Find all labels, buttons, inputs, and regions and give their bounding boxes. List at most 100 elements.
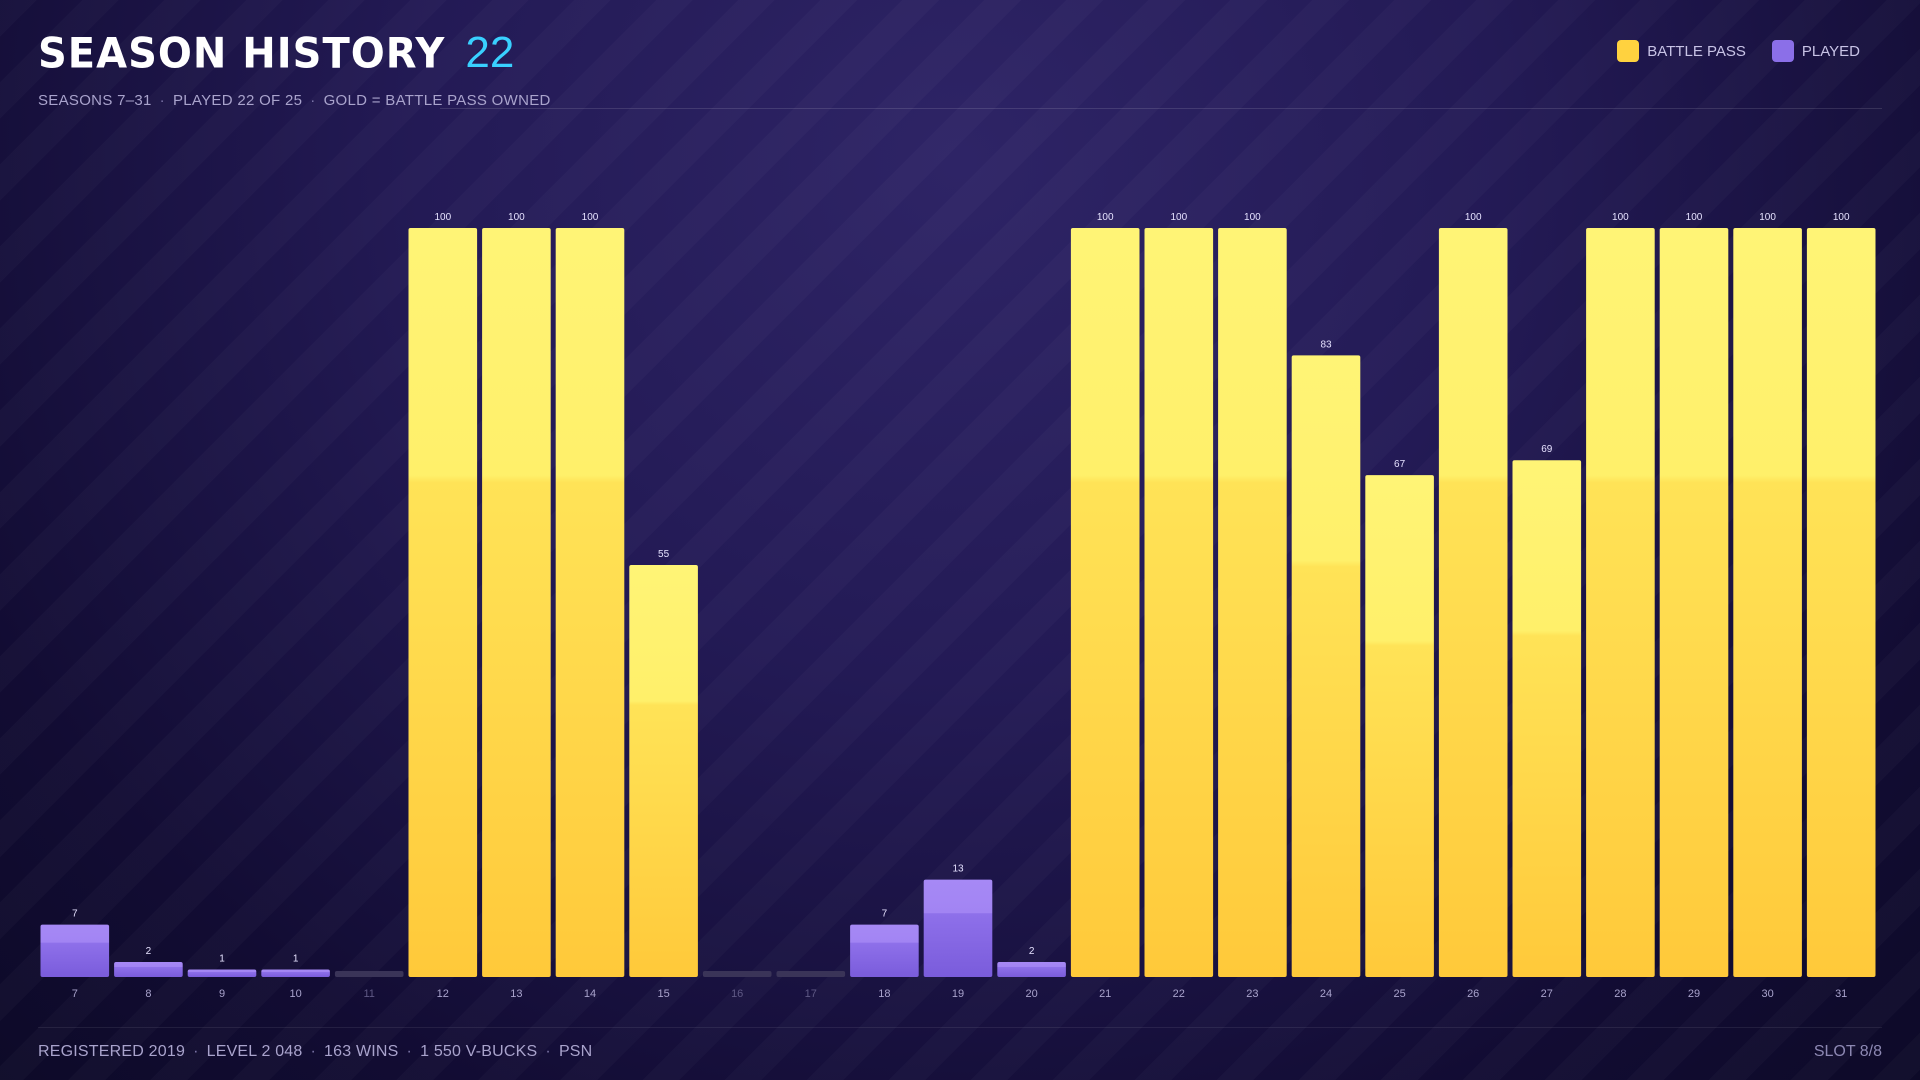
bar-season-26: [1438, 228, 1508, 977]
legend: BATTLE PASS PLAYED: [1617, 40, 1860, 62]
subtitle-seasons: SEASONS 7–31: [38, 92, 152, 109]
x-tick-label: 15: [657, 988, 669, 1000]
played-swatch: [1771, 40, 1794, 62]
bar-season-24: [1291, 355, 1361, 978]
page-title: SEASON HISTORY: [38, 29, 446, 79]
bar-season-19: [923, 879, 993, 977]
bar-season-23: [1218, 228, 1287, 977]
bar-season-20: [997, 962, 1066, 977]
bar-value-label: 7: [72, 909, 78, 920]
x-tick-label: 14: [584, 988, 596, 1000]
x-tick-label: 29: [1688, 988, 1700, 1000]
footer-divider: [38, 1027, 1882, 1028]
x-tick-label: 26: [1467, 988, 1479, 1000]
bar-season-21: [1070, 228, 1140, 977]
bar-value-label: 100: [1097, 212, 1114, 223]
bar-value-label: 100: [508, 212, 525, 223]
bar-season-25: [1365, 475, 1434, 977]
bar-season-9: [187, 969, 257, 977]
x-tick-label: 19: [952, 988, 964, 1000]
legend-label-played: PLAYED: [1801, 42, 1860, 60]
footer-level: LEVEL 2 048: [206, 1043, 303, 1060]
bar-value-label: 100: [1833, 212, 1850, 223]
bar-value-label: 1: [293, 954, 299, 965]
bar-season-7: [40, 924, 110, 977]
x-tick-label: 16: [731, 988, 743, 1000]
subtitle-legend-note: GOLD = BATTLE PASS OWNED: [323, 92, 551, 109]
bar-season-16: [702, 971, 772, 977]
bar-season-31: [1806, 228, 1876, 977]
legend-label-battle-pass: BATTLE PASS: [1647, 42, 1746, 60]
bar-value-label: 100: [1170, 212, 1187, 223]
bar-value-label: 100: [582, 212, 599, 223]
title-count: 22: [465, 28, 515, 77]
slot-indicator: SLOT 8/8: [1813, 1043, 1882, 1060]
bar-value-label: 1: [219, 954, 225, 965]
bar-season-12: [408, 228, 478, 977]
bar-value-label: 2: [146, 946, 152, 957]
bar-value-label: 100: [1465, 212, 1482, 223]
separator: ·: [310, 1043, 317, 1060]
x-tick-label: 12: [437, 988, 449, 1000]
subtitle: SEASONS 7–31 · PLAYED 22 OF 25 · GOLD = BATT…: [38, 92, 551, 109]
x-tick-label: 11: [363, 988, 374, 1000]
bar-season-17: [776, 971, 846, 977]
bar-value-label: 7: [882, 909, 888, 920]
battle-pass-swatch: [1617, 40, 1640, 62]
separator: ·: [545, 1043, 551, 1060]
bar-value-label: 2: [1029, 946, 1035, 957]
x-tick-label: 18: [878, 988, 890, 1000]
bar-season-29: [1659, 228, 1729, 977]
x-tick-label: 8: [145, 988, 151, 1000]
bar-season-18: [850, 924, 919, 977]
legend-item-played: PLAYED: [1771, 40, 1860, 62]
x-tick-label: 28: [1614, 988, 1626, 1000]
bar-season-28: [1586, 228, 1655, 977]
x-tick-label: 23: [1246, 988, 1258, 1000]
header: SEASON HISTORY 22: [38, 28, 514, 78]
x-tick-label: 24: [1320, 988, 1332, 1000]
bar-value-label: 67: [1394, 459, 1406, 470]
x-tick-label: 21: [1099, 988, 1111, 1000]
bar-value-label: 83: [1320, 339, 1332, 350]
x-tick-label: 13: [510, 988, 522, 1000]
bar-season-11: [334, 971, 404, 977]
footer-vbucks: 1 550 V-BUCKS: [420, 1043, 538, 1060]
header-divider: [440, 108, 1882, 109]
bar-season-15: [629, 565, 698, 977]
bar-value-label: 55: [658, 549, 670, 560]
footer-wins: 163 WINS: [324, 1043, 399, 1060]
separator: ·: [406, 1043, 413, 1060]
x-tick-label: 9: [219, 988, 225, 1000]
x-tick-label: 22: [1173, 988, 1185, 1000]
x-tick-label: 17: [805, 988, 817, 1000]
bar-value-label: 100: [1686, 212, 1703, 223]
separator: ·: [310, 92, 316, 109]
bar-value-label: 69: [1541, 444, 1553, 455]
x-tick-label: 30: [1761, 988, 1773, 1000]
bar-value-label: 100: [1759, 212, 1776, 223]
bar-season-8: [114, 962, 183, 977]
bar-value-label: 100: [1612, 212, 1629, 223]
x-tick-label: 27: [1541, 988, 1553, 1000]
bar-season-27: [1512, 460, 1582, 977]
bar-season-13: [482, 228, 551, 977]
footer-registered: REGISTERED 2019: [38, 1043, 186, 1060]
subtitle-played: PLAYED 22 OF 25: [172, 92, 303, 109]
footer-platform: PSN: [558, 1043, 593, 1060]
bar-season-30: [1733, 228, 1802, 977]
separator: ·: [159, 92, 165, 109]
legend-item-battle-pass: BATTLE PASS: [1617, 40, 1746, 62]
x-tick-label: 25: [1393, 988, 1405, 1000]
bar-season-22: [1144, 228, 1214, 977]
bar-value-label: 13: [952, 864, 964, 875]
separator: ·: [193, 1043, 199, 1060]
footer-stats: REGISTERED 2019 · LEVEL 2 048 · 163 WINS · 1 5…: [38, 1043, 592, 1061]
bar-value-label: 100: [1244, 212, 1261, 223]
bar-season-10: [261, 969, 330, 977]
x-tick-label: 31: [1835, 988, 1847, 1000]
x-tick-label: 7: [72, 988, 78, 1000]
x-tick-label: 10: [289, 988, 301, 1000]
